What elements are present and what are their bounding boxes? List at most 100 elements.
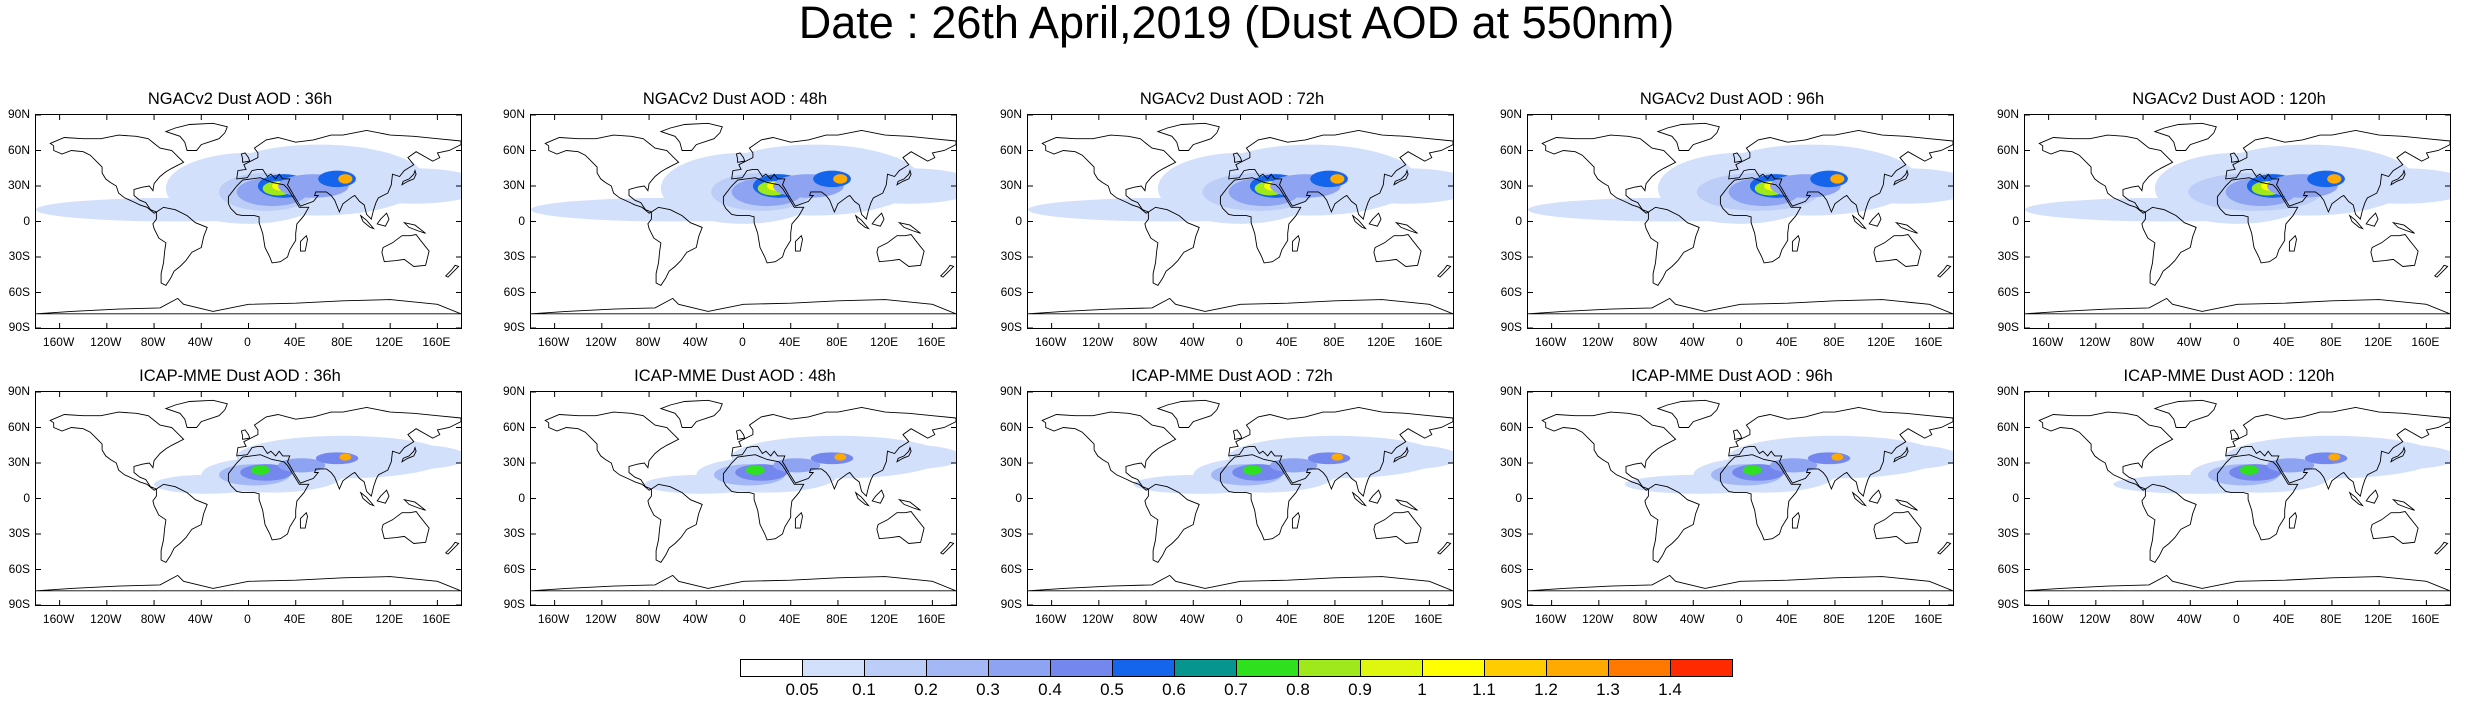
- dust-plume: [2327, 174, 2342, 184]
- lat-tick-label: 30N: [1996, 178, 2019, 192]
- lat-tick-label: 30S: [1997, 526, 2019, 540]
- colorbar-label: 0.9: [1348, 680, 1372, 699]
- dust-plume: [810, 452, 854, 465]
- map-frame: [2024, 391, 2451, 606]
- lat-tick-label: 90N: [7, 384, 30, 398]
- lon-tick-label: 80E: [1323, 612, 1345, 626]
- coastline-south-america: [1644, 483, 1700, 563]
- colorbar-label: 0.5: [1100, 680, 1124, 699]
- lon-tick-label: 120E: [375, 612, 404, 626]
- lat-tick-label: 30N: [502, 178, 525, 192]
- map-panel-ngacv2-120h: NGACv2 Dust AOD : 120h 90N 60N 30N 0 30S 60S 90…: [1989, 90, 2469, 362]
- coastline-new-zealand: [444, 541, 460, 555]
- lat-tick-label: 90N: [999, 384, 1022, 398]
- colorbar-label: 0.4: [1038, 680, 1062, 699]
- lat-tick-label: 90S: [503, 320, 525, 334]
- coastline-uk: [2229, 429, 2240, 440]
- lon-tick-label: 40E: [779, 612, 801, 626]
- lon-tick-label: 120W: [585, 612, 617, 626]
- colorbar-swatch: [1298, 659, 1361, 677]
- coastline-new-guinea: [1394, 221, 1418, 234]
- lat-tick-label: 30S: [1000, 249, 1022, 263]
- lon-tick-label: 40E: [1776, 335, 1798, 349]
- lon-tick-label: 80W: [635, 335, 661, 349]
- coastline-eurasia: [1228, 129, 1453, 220]
- coastline-south-america: [1144, 483, 1200, 563]
- dust-aod-map: [36, 392, 461, 605]
- lon-tick-label: 0: [2233, 612, 2240, 626]
- coastline-indonesia-borneo: [871, 489, 885, 504]
- coastline-japan: [2390, 169, 2406, 186]
- lon-tick-label: 160W: [2031, 335, 2064, 349]
- lon-tick-label: 40E: [284, 335, 306, 349]
- lat-tick-label: 0: [518, 213, 525, 228]
- map-frame: [1027, 114, 1454, 329]
- lat-tick-label: 60S: [503, 284, 525, 299]
- coastline-indonesia-borneo: [1368, 212, 1382, 227]
- coastline-new-zealand: [444, 264, 460, 278]
- coastline-greenland: [1156, 399, 1220, 428]
- coastline-japan: [401, 446, 417, 463]
- lat-tick-label: 60S: [1000, 284, 1022, 299]
- colorbar-label: 0.05: [785, 680, 819, 699]
- lon-tick-label: 40W: [187, 335, 213, 349]
- lat-tick-label: 30S: [8, 249, 30, 263]
- coastline-australia: [2370, 234, 2419, 267]
- coastline-madagascar: [299, 234, 308, 252]
- coastline-north-america: [2038, 134, 2174, 214]
- lat-tick-label: 30N: [502, 455, 525, 469]
- coastline-south-america: [2141, 483, 2197, 563]
- coastline-antarctica: [531, 574, 956, 592]
- lat-tick-label: 30S: [503, 249, 525, 263]
- coastline-greenland: [2153, 122, 2217, 151]
- coastline-indonesia-borneo: [1868, 212, 1882, 227]
- panel-title: NGACv2 Dust AOD : 36h: [147, 90, 333, 108]
- coastline-greenland: [659, 399, 723, 428]
- dust-plume: [1330, 174, 1345, 184]
- lat-tick-label: 90S: [8, 320, 30, 334]
- dust-aod-map: [531, 115, 956, 328]
- coastline-uk: [240, 152, 251, 163]
- coastline-africa: [722, 177, 805, 264]
- lon-tick-label: 40W: [682, 612, 708, 626]
- panel-title: NGACv2 Dust AOD : 48h: [642, 90, 828, 108]
- dust-plume: [745, 465, 765, 475]
- dust-aod-map: [1528, 392, 1953, 605]
- colorbar-swatch: [1670, 659, 1733, 677]
- coastline-australia: [381, 234, 430, 267]
- colorbar-swatch: [1422, 659, 1485, 677]
- panel-title: ICAP-MME Dust AOD : 96h: [1631, 367, 1833, 385]
- lat-tick-label: 60N: [1499, 419, 1522, 434]
- dust-aod-map: [2025, 115, 2450, 328]
- colorbar-swatch: [802, 659, 865, 677]
- coastline-sumatra: [854, 491, 870, 507]
- lat-tick-label: 0: [23, 213, 30, 228]
- dust-plume: [339, 453, 352, 461]
- lon-tick-label: 80E: [331, 335, 353, 349]
- lon-tick-label: 160W: [42, 335, 75, 349]
- coastline-sumatra: [1851, 214, 1867, 230]
- coastline-new-zealand: [1436, 264, 1452, 278]
- lon-tick-label: 160E: [1914, 335, 1943, 349]
- coastline-sumatra: [854, 214, 870, 230]
- coastline-australia: [876, 234, 925, 267]
- coastline-greenland: [1656, 122, 1720, 151]
- coastline-sumatra: [359, 214, 375, 230]
- lon-tick-label: 80W: [2129, 612, 2155, 626]
- dust-plume: [837, 168, 956, 204]
- colorbar-swatch: [926, 659, 989, 677]
- coastline-new-zealand: [1936, 264, 1952, 278]
- coastline-madagascar: [2288, 234, 2297, 252]
- coastline-new-zealand: [1436, 541, 1452, 555]
- coastline-indonesia-borneo: [2365, 212, 2379, 227]
- coastline-uk: [735, 152, 746, 163]
- coastline-north-america: [1541, 411, 1677, 491]
- lon-tick-label: 120E: [1867, 612, 1896, 626]
- coastline-indonesia-borneo: [1868, 489, 1882, 504]
- coastline-north-america: [544, 411, 680, 491]
- dust-plume: [315, 452, 359, 465]
- lat-tick-label: 60S: [8, 284, 30, 299]
- coastline-madagascar: [299, 511, 308, 529]
- coastline-antarctica: [1528, 297, 1953, 315]
- coastline-new-zealand: [939, 264, 955, 278]
